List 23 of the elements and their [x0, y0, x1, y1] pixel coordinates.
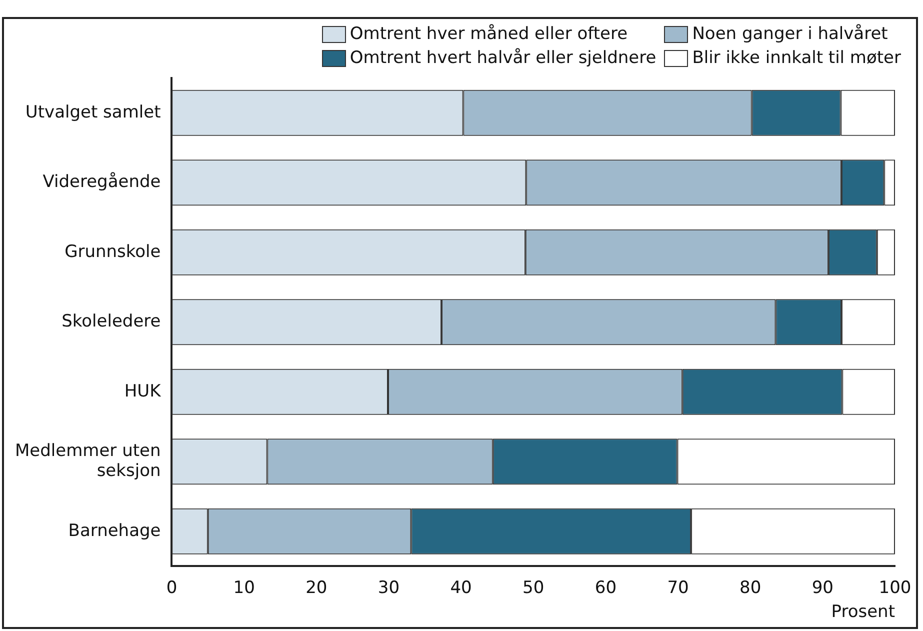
x-tick-label: 50: [522, 578, 544, 598]
y-tick-label: Barnehage: [68, 520, 161, 541]
y-tick-label: Utvalget samlet: [25, 102, 162, 122]
x-tick-label: 0: [166, 578, 178, 598]
y-tick-label: Medlemmer uten seksjon: [14, 440, 161, 482]
legend-label: Omtrent hver måned eller oftere: [350, 24, 628, 44]
x-axis-title: Prosent: [831, 602, 896, 622]
x-tick-label: 100: [878, 578, 912, 598]
y-tick-label: Skoleledere: [62, 312, 161, 332]
legend-label: Noen ganger i halvåret: [692, 24, 888, 44]
x-tick-label: 10: [233, 578, 255, 598]
x-tick-label: 70: [667, 578, 689, 598]
x-tick-label: 30: [378, 578, 400, 598]
y-tick-label: HUK: [124, 381, 162, 402]
x-tick-label: 90: [812, 578, 834, 598]
y-tick-label: Grunnskole: [64, 242, 161, 262]
x-tick-label: 20: [306, 578, 328, 598]
x-tick-label: 80: [740, 578, 762, 598]
x-tick-label: 60: [594, 578, 617, 598]
legend-label: Omtrent hvert halvår eller sjeldnere: [350, 48, 656, 68]
y-tick-label: Videregående: [42, 172, 161, 192]
x-tick-label: 40: [450, 578, 472, 598]
series-label: Blir ikke innkalt til møter: [692, 48, 901, 68]
